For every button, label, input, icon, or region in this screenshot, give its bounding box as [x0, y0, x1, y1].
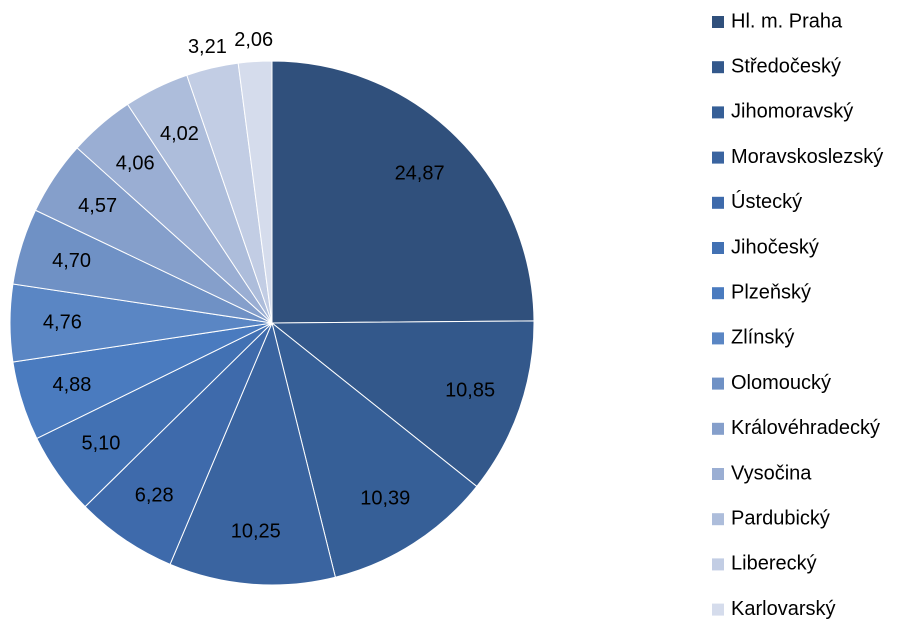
pie-slice — [271, 60, 535, 324]
data-label: 5,10 — [82, 432, 121, 454]
legend-label: Královéhradecký — [731, 417, 880, 439]
legend-label: Hl. m. Praha — [731, 10, 843, 32]
legend-swatch — [712, 242, 724, 254]
legend-swatch — [712, 61, 724, 74]
data-label: 10,85 — [445, 380, 495, 402]
data-label: 4,88 — [52, 374, 91, 396]
legend-swatch — [712, 196, 724, 209]
legend-label: Olomoucký — [731, 372, 831, 394]
data-label: 4,76 — [43, 311, 82, 333]
data-label: 4,57 — [78, 195, 117, 217]
legend-label: Vysočina — [731, 462, 812, 484]
legend-label: Moravskoslezský — [731, 146, 883, 168]
data-label: 10,25 — [231, 520, 281, 542]
legend-swatch — [712, 151, 724, 164]
legend-label: Středočeský — [731, 55, 841, 77]
legend-label: Jihomoravský — [731, 101, 853, 123]
pie-slice — [271, 321, 478, 578]
data-label: 4,70 — [52, 250, 91, 272]
legend-swatch — [712, 468, 724, 480]
pie-slice — [270, 320, 535, 488]
legend-swatch — [712, 377, 724, 390]
pie-slice — [169, 321, 337, 586]
legend-swatch — [712, 332, 724, 345]
data-label: 4,02 — [160, 123, 199, 145]
pie-slice — [237, 60, 273, 324]
legend-swatch — [712, 422, 724, 435]
legend-swatch — [712, 603, 724, 616]
legend-label: Zlínský — [731, 327, 794, 349]
legend-swatch — [712, 106, 724, 119]
legend-label: Jihočeský — [731, 236, 819, 258]
data-label: 6,28 — [135, 485, 174, 507]
legend-label: Plzeňský — [731, 281, 811, 303]
data-label: 4,06 — [116, 153, 155, 175]
data-label: 3,21 — [188, 36, 227, 58]
legend-label: Karlovarský — [731, 598, 835, 620]
data-label: 24,87 — [395, 162, 445, 184]
data-label: 10,39 — [360, 488, 410, 510]
legend-label: Pardubický — [731, 507, 830, 529]
legend-swatch — [712, 16, 724, 28]
legend-label: Ústecký — [731, 190, 802, 213]
legend-swatch — [712, 287, 724, 300]
legend-label: Liberecký — [731, 553, 817, 575]
legend-swatch — [712, 513, 724, 526]
data-label: 2,06 — [234, 29, 273, 51]
legend-swatch — [712, 558, 724, 571]
